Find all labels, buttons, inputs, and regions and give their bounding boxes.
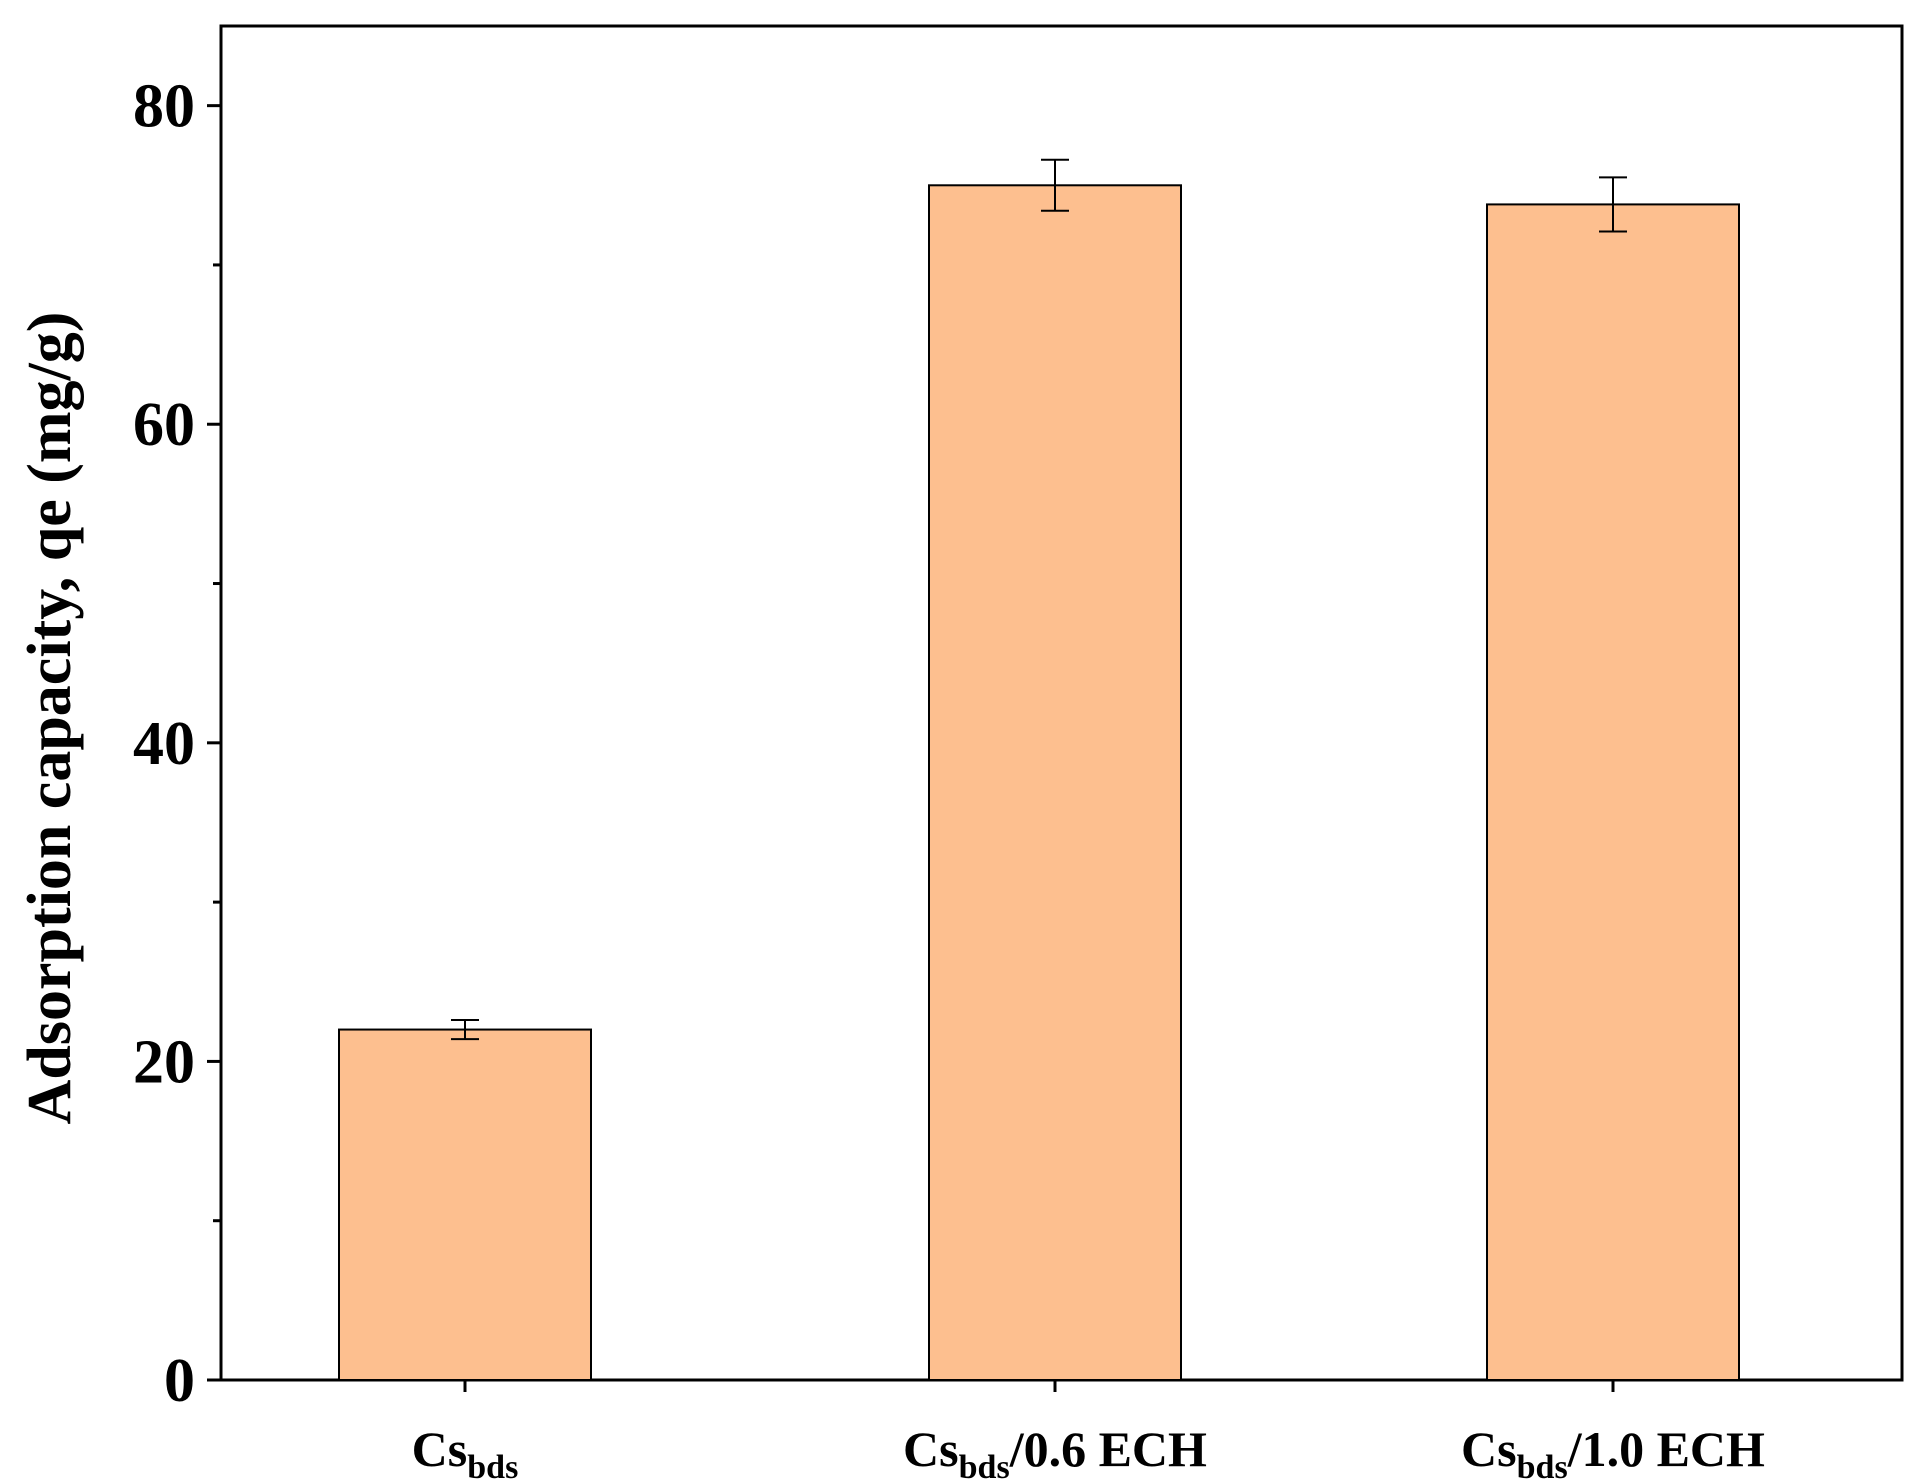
error-bars-layer — [451, 158, 1627, 1041]
error-bar-1 — [451, 1018, 479, 1041]
x-tick-label-subscript: bds — [1517, 1449, 1568, 1480]
y-tick-label-0: 0 — [164, 1347, 195, 1415]
x-axis-ticks: Csbds Csbds/0.6 ECH Csbds/1.0 ECH — [412, 1380, 1765, 1480]
x-tick-label-main: Cs — [412, 1421, 468, 1477]
y-tick-label-80: 80 — [133, 73, 195, 141]
x-tick-label-subscript: bds — [959, 1449, 1010, 1480]
bar-3 — [1486, 203, 1740, 1381]
x-tick-label-main: Cs — [1461, 1421, 1517, 1477]
y-axis-title: Adsorption capacity, qe (mg/g) — [16, 312, 84, 1125]
y-tick-label-20: 20 — [133, 1028, 195, 1096]
bar-2 — [928, 184, 1182, 1382]
x-tick-label-2: Csbds/0.6 ECH — [903, 1421, 1207, 1480]
x-tick-label-3: Csbds/1.0 ECH — [1461, 1421, 1765, 1480]
bars-layer — [338, 184, 1740, 1382]
bar-1 — [338, 1028, 592, 1382]
x-tick-label-main: Cs — [903, 1421, 959, 1477]
y-axis-ticks: 0 20 40 60 80 — [133, 73, 221, 1415]
x-tick-label-suffix: /0.6 ECH — [1009, 1421, 1207, 1477]
y-tick-label-40: 40 — [133, 710, 195, 778]
x-tick-label-subscript: bds — [467, 1449, 518, 1480]
x-tick-label-1: Csbds — [412, 1421, 519, 1480]
error-bar-3 — [1599, 176, 1627, 233]
y-tick-label-60: 60 — [133, 391, 195, 459]
x-tick-label-suffix: /1.0 ECH — [1567, 1421, 1765, 1477]
error-bar-2 — [1041, 158, 1069, 212]
